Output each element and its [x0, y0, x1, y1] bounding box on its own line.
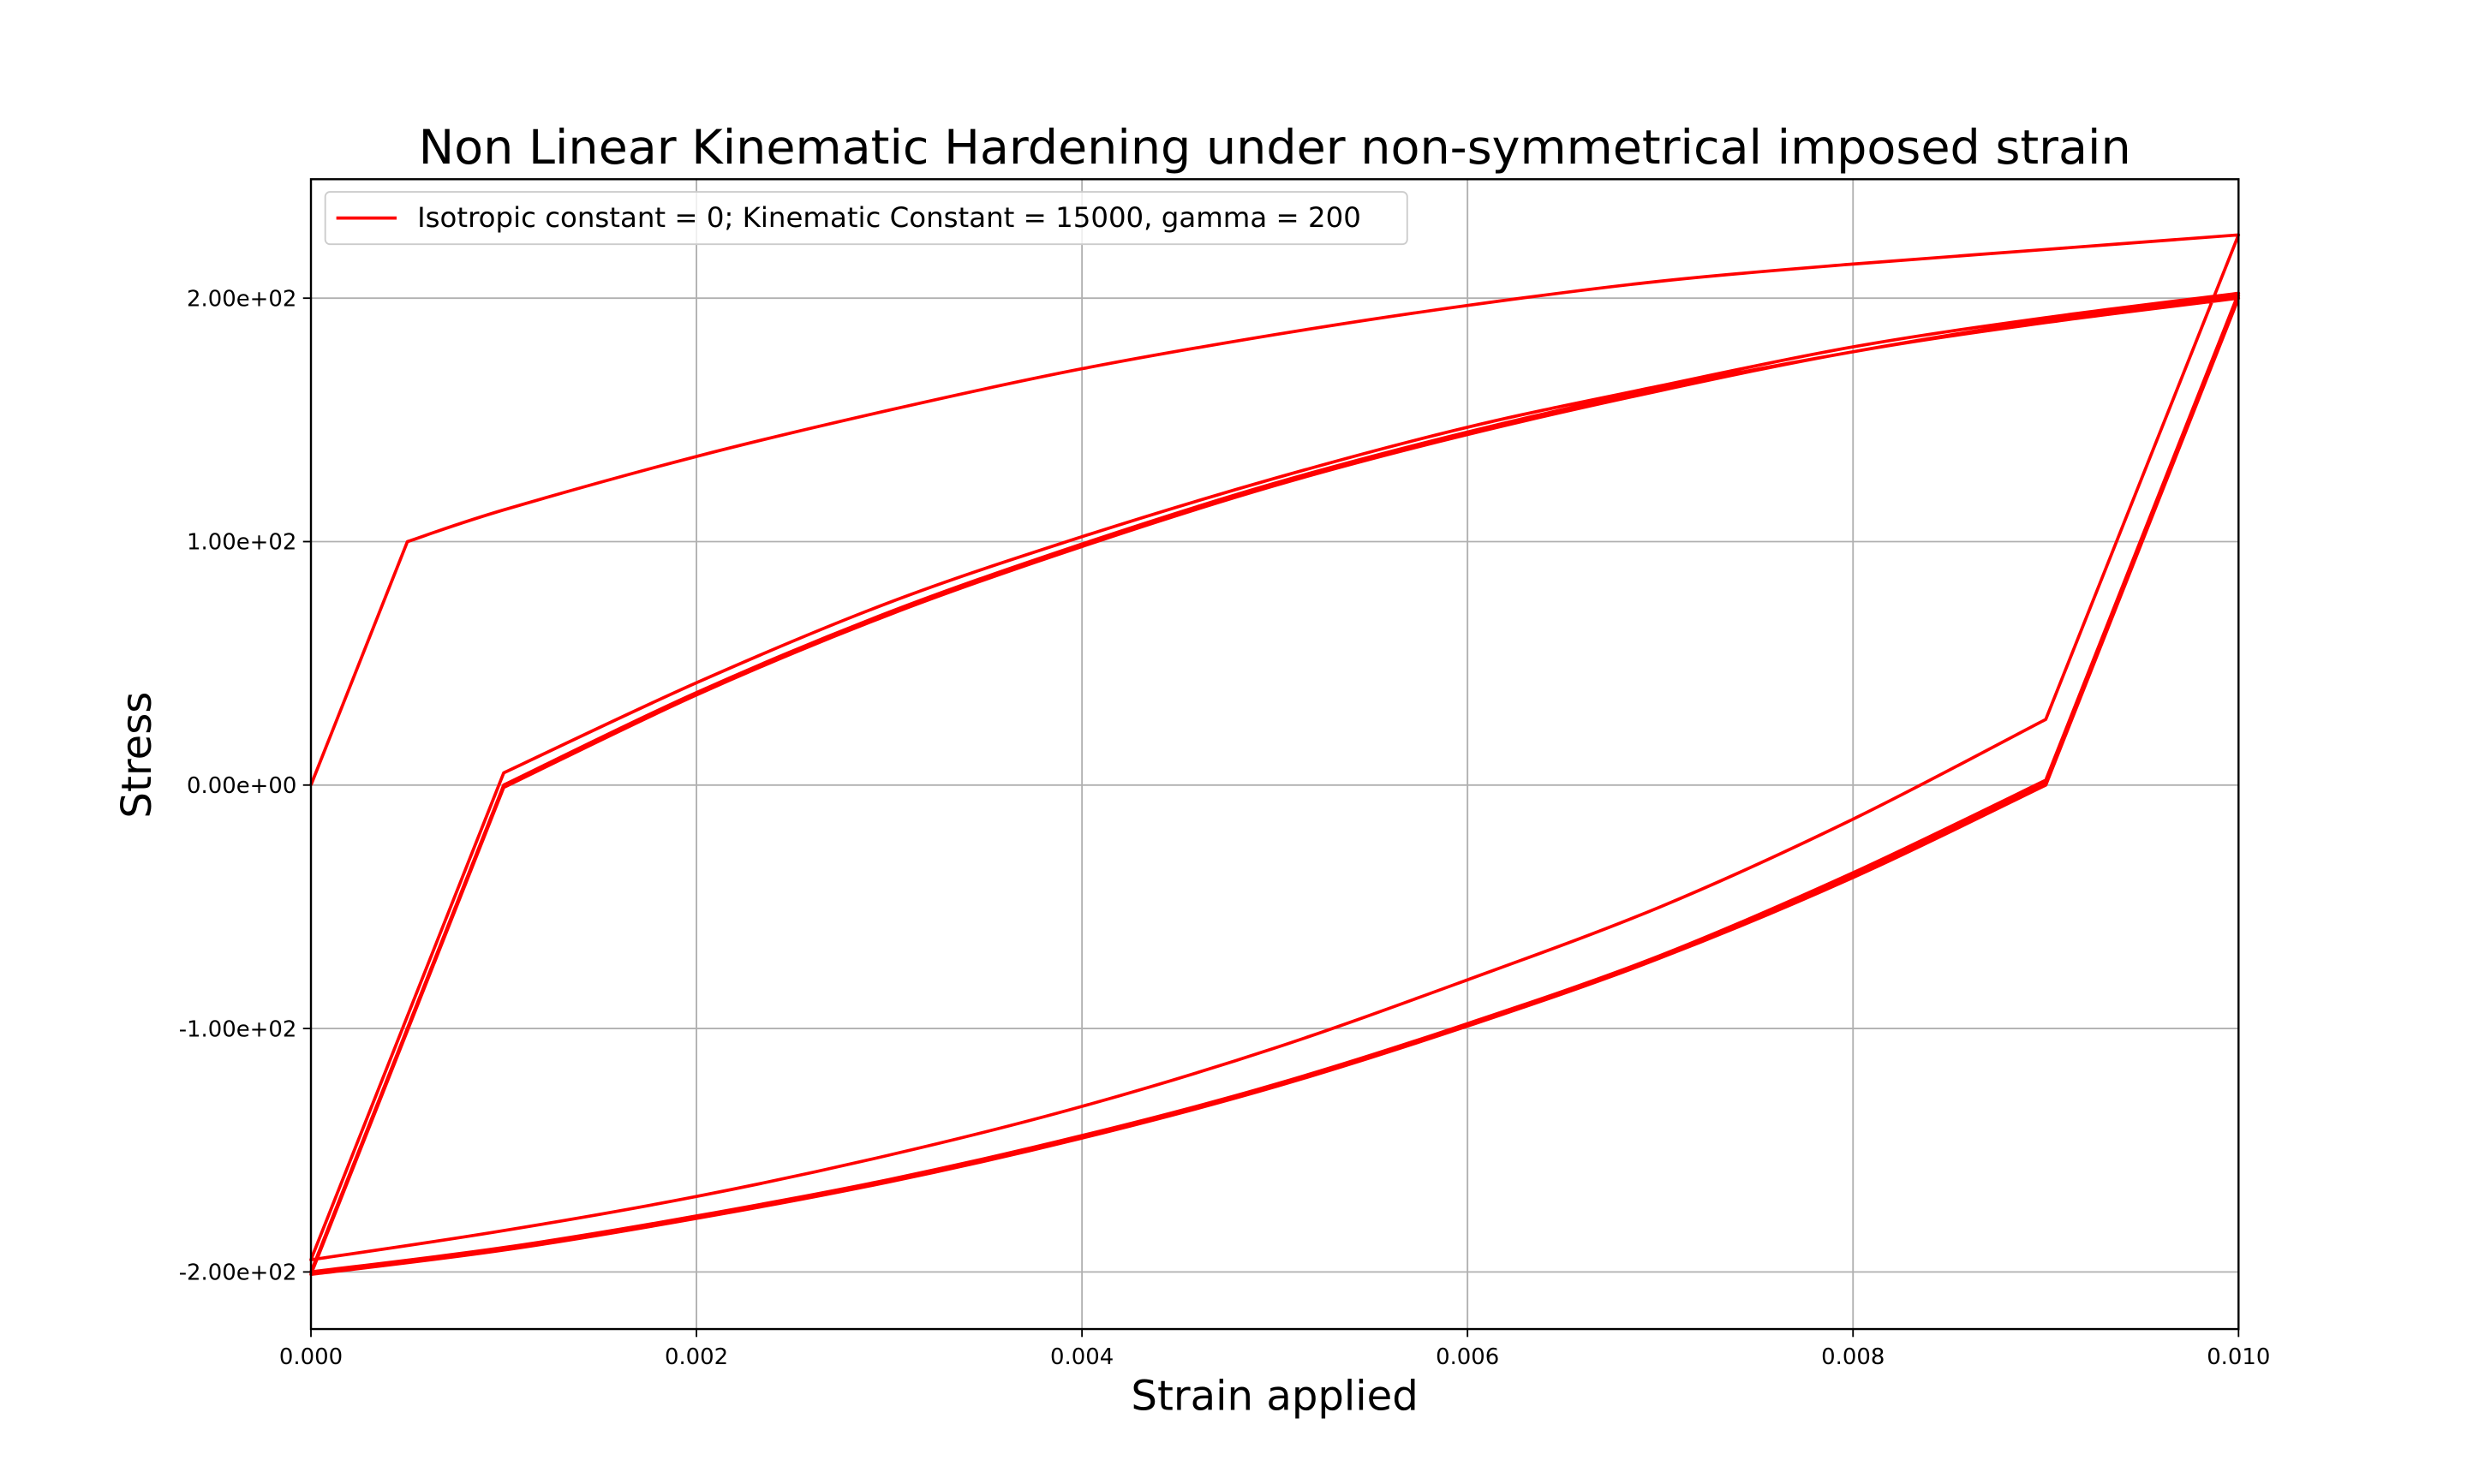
- y-axis-label: Stress: [113, 692, 161, 819]
- x-tick-label: 0.004: [1050, 1344, 1114, 1370]
- x-tick-label: 0.002: [665, 1344, 728, 1370]
- y-tick-label: -2.00e+02: [179, 1261, 297, 1286]
- hysteresis-curve: [309, 233, 2241, 1277]
- y-tick-label: 1.00e+02: [187, 530, 296, 556]
- axes-frame: [309, 178, 2240, 1331]
- x-axis-label: Strain applied: [1131, 1373, 1418, 1421]
- x-tick-label: 0.000: [279, 1344, 343, 1370]
- legend: Isotropic constant = 0; Kinematic Consta…: [324, 191, 1408, 246]
- x-tick-label: 0.008: [1821, 1344, 1885, 1370]
- data-series: [309, 233, 2241, 1277]
- x-tick-label: 0.006: [1436, 1344, 1499, 1370]
- legend-label: Isotropic constant = 0; Kinematic Consta…: [417, 201, 1361, 234]
- x-axis-ticks: 0.000 0.002 0.004 0.006 0.008 0.010: [279, 1329, 2270, 1370]
- legend-frame: [324, 191, 1408, 246]
- y-tick-label: 2.00e+02: [187, 286, 296, 312]
- grid-lines: [310, 179, 2240, 1330]
- y-tick-label: 0.00e+00: [187, 773, 296, 799]
- y-axis-ticks: 2.00e+02 1.00e+02 0.00e+00 -1.00e+02 -2.00e+…: [179, 286, 312, 1286]
- x-tick-label: 0.010: [2207, 1344, 2270, 1370]
- y-tick-label: -1.00e+02: [179, 1016, 297, 1042]
- chart-title: Non Linear Kinematic Hardening under non…: [419, 120, 2131, 176]
